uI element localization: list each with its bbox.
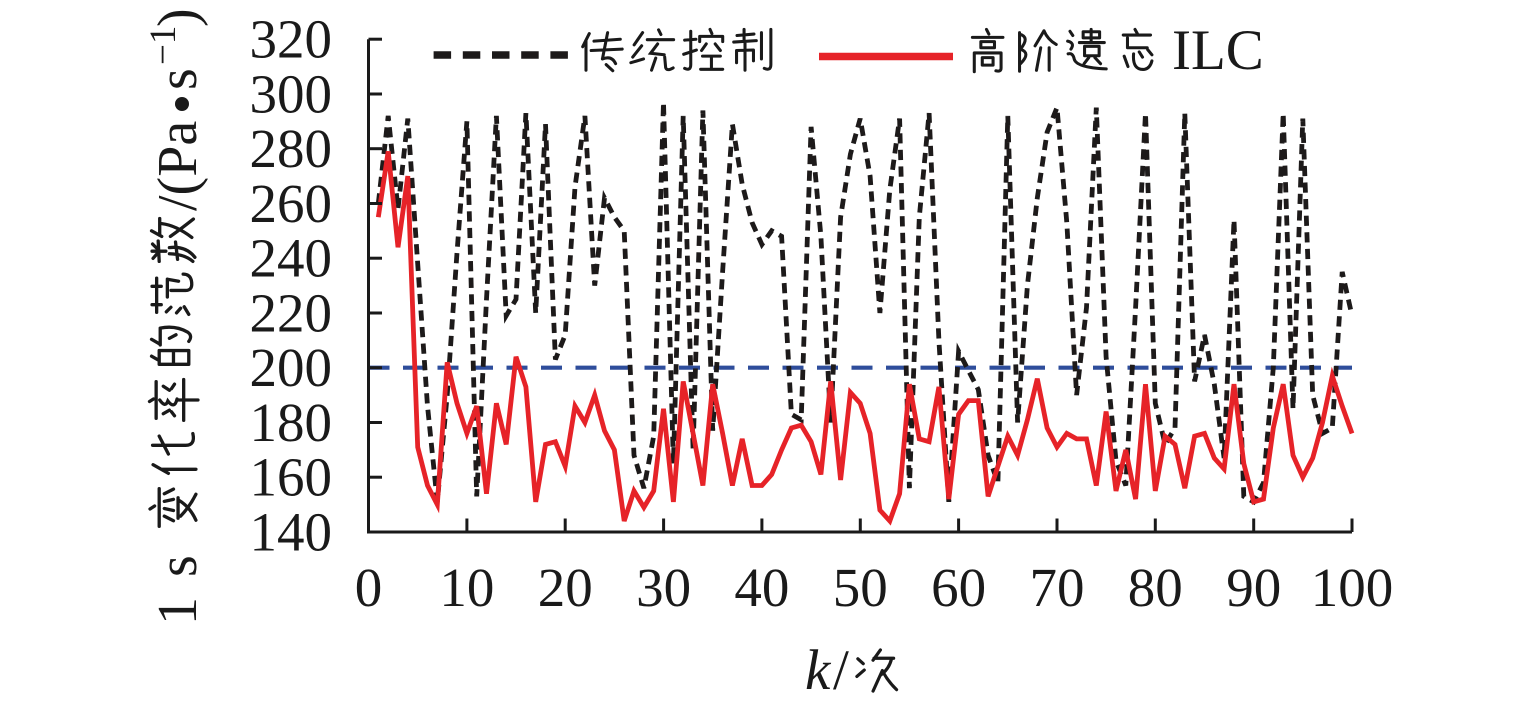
svg-text:180: 180 [250, 392, 333, 453]
svg-text:240: 240 [250, 228, 333, 289]
svg-text:30: 30 [636, 557, 691, 618]
svg-text:k: k [805, 639, 832, 702]
svg-text:): ) [147, 8, 209, 27]
svg-text:40: 40 [734, 557, 789, 618]
svg-text:/: / [833, 639, 849, 702]
svg-text:300: 300 [250, 64, 333, 125]
svg-text:20: 20 [538, 557, 593, 618]
svg-text:260: 260 [250, 173, 333, 234]
svg-text:220: 220 [250, 283, 333, 344]
svg-text:70: 70 [1030, 557, 1085, 618]
svg-text:s: s [147, 68, 209, 90]
svg-text:/(Pa: /(Pa [147, 121, 209, 211]
svg-text:80: 80 [1128, 557, 1183, 618]
svg-text:140: 140 [250, 502, 333, 563]
svg-text:−1: −1 [143, 26, 184, 65]
svg-text:60: 60 [931, 557, 986, 618]
svg-text:100: 100 [1311, 557, 1394, 618]
svg-text:10: 10 [439, 557, 494, 618]
svg-text:280: 280 [250, 118, 333, 179]
svg-text:s: s [147, 555, 209, 577]
svg-text:50: 50 [833, 557, 888, 618]
svg-text:160: 160 [250, 447, 333, 508]
svg-text:200: 200 [250, 337, 333, 398]
svg-text:90: 90 [1226, 557, 1281, 618]
svg-text:320: 320 [250, 9, 333, 70]
svg-text:1: 1 [147, 597, 209, 625]
svg-text:0: 0 [355, 557, 383, 618]
svg-text:ILC: ILC [1172, 19, 1264, 82]
